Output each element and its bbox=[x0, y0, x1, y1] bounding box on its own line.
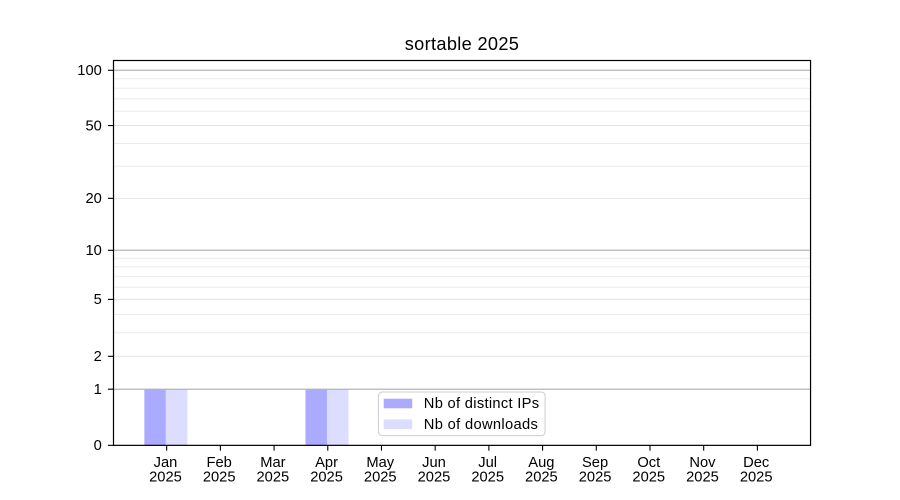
svg-text:May: May bbox=[366, 455, 394, 471]
svg-text:Aug: Aug bbox=[528, 455, 554, 471]
svg-text:Nb of downloads: Nb of downloads bbox=[424, 417, 538, 433]
svg-text:Nov: Nov bbox=[689, 455, 716, 471]
svg-text:5: 5 bbox=[94, 292, 102, 308]
svg-text:Jun: Jun bbox=[422, 455, 446, 471]
svg-text:0: 0 bbox=[94, 438, 102, 454]
svg-text:2025: 2025 bbox=[364, 470, 397, 486]
svg-text:100: 100 bbox=[77, 63, 102, 79]
svg-text:2025: 2025 bbox=[203, 470, 236, 486]
svg-text:2025: 2025 bbox=[149, 470, 182, 486]
svg-text:2025: 2025 bbox=[525, 470, 558, 486]
svg-text:2025: 2025 bbox=[310, 470, 343, 486]
svg-text:2025: 2025 bbox=[740, 470, 773, 486]
svg-text:2025: 2025 bbox=[632, 470, 665, 486]
svg-text:Mar: Mar bbox=[260, 455, 285, 471]
svg-text:sortable 2025: sortable 2025 bbox=[405, 34, 520, 54]
svg-text:2: 2 bbox=[94, 349, 102, 365]
svg-text:Nb of distinct IPs: Nb of distinct IPs bbox=[424, 396, 540, 412]
svg-text:50: 50 bbox=[85, 118, 101, 134]
svg-text:1: 1 bbox=[94, 382, 102, 398]
svg-text:2025: 2025 bbox=[471, 470, 504, 486]
svg-text:2025: 2025 bbox=[257, 470, 290, 486]
svg-text:Jan: Jan bbox=[154, 455, 178, 471]
svg-text:Apr: Apr bbox=[315, 455, 338, 471]
svg-text:20: 20 bbox=[85, 191, 101, 207]
svg-text:2025: 2025 bbox=[418, 470, 451, 486]
svg-text:Sep: Sep bbox=[582, 455, 608, 471]
svg-text:10: 10 bbox=[85, 243, 101, 259]
svg-text:Oct: Oct bbox=[637, 455, 660, 471]
svg-text:2025: 2025 bbox=[579, 470, 612, 486]
svg-text:Dec: Dec bbox=[743, 455, 769, 471]
svg-text:Jul: Jul bbox=[478, 455, 497, 471]
svg-text:2025: 2025 bbox=[686, 470, 719, 486]
svg-text:Feb: Feb bbox=[207, 455, 232, 471]
